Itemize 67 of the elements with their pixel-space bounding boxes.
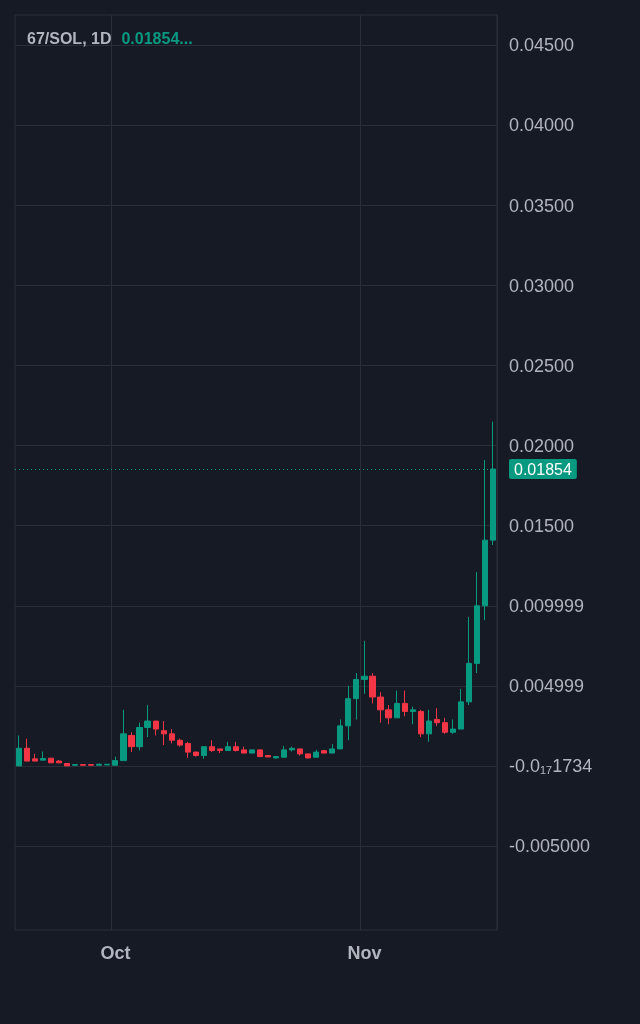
y-tick-label: 0.02000 [509,435,575,456]
x-tick-label: Oct [100,943,131,963]
candlestick [466,616,472,706]
candlestick [434,707,440,727]
candlestick [96,762,102,766]
candlestick [257,749,263,758]
candlestick [345,685,351,741]
candlestick [24,738,30,762]
candlestick [289,746,295,752]
y-tick-label: -0.0₁₇1734 [509,755,593,776]
candlestick [281,745,287,758]
y-tick-label: 0.02500 [509,355,575,376]
y-tick-label: 0.03000 [509,275,575,296]
candlestick [458,688,464,730]
candlestick [177,738,183,748]
candlestick [193,750,199,758]
candlestick [56,759,62,764]
candlestick [329,743,335,754]
candlestick [394,690,400,719]
candlestick [321,749,327,754]
candlestick [249,749,255,754]
candlestick [450,718,456,735]
candlestick [104,763,110,766]
candlestick [402,690,408,717]
text: 0.01854... [121,29,193,47]
candlestick [225,741,231,752]
candlestick [233,741,239,752]
candlestick [128,731,135,753]
candlestick [418,709,424,738]
candlestick [426,709,432,743]
candlestick [185,741,191,759]
candlestick [361,640,368,695]
y-tick-label: 0.01500 [509,515,575,536]
candlestick [297,748,303,756]
candlestick [64,762,70,767]
y-tick-label: 0.004999 [509,675,585,696]
ref-line-label: 0.01854 [514,460,572,478]
x-tick-label: Nov [347,943,382,963]
candlestick [305,753,311,760]
y-tick-label: 0.04000 [509,115,575,136]
y-tick-label: 0.009999 [509,595,585,616]
candlestick [48,757,54,764]
candlestick [120,709,127,762]
candlestick [337,718,343,750]
candlestick [40,750,46,761]
candlestick [474,571,480,674]
candlestick [241,746,247,754]
candlestick [313,749,319,758]
candlestick [201,746,207,760]
candlestick [112,756,118,766]
candlestick [273,756,279,760]
candlestick [265,754,271,758]
candlestick [217,748,223,754]
candlestick [153,720,159,736]
y-tick-label: 0.03500 [509,195,575,216]
candlestick [169,728,175,744]
candlestick [353,672,359,720]
candlestick [72,763,78,766]
candlestick [410,706,416,725]
candlestick [32,753,38,762]
y-tick-label: -0.005000 [509,835,591,856]
candlestick [16,734,22,767]
candlestick [442,717,448,735]
text: 67/SOL, 1D [27,29,112,47]
candlestick [161,720,167,746]
candlestick [209,739,215,753]
y-tick-label: 0.04500 [509,35,575,56]
